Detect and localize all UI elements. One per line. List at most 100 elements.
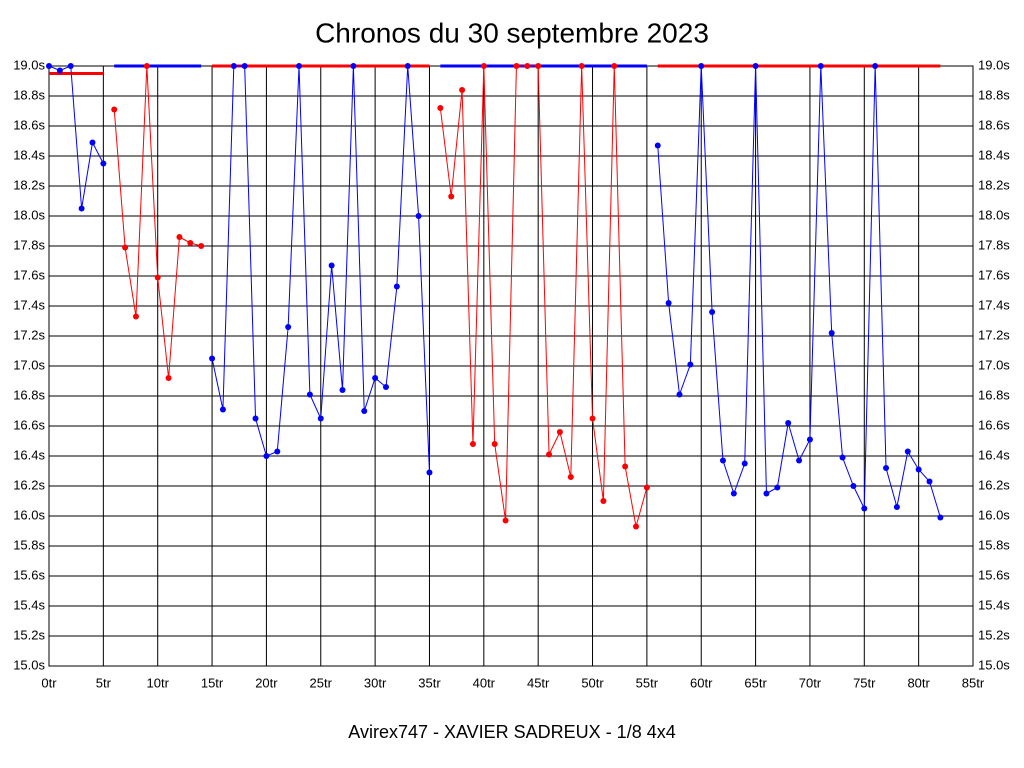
x-tick-label: 25tr bbox=[310, 675, 333, 690]
y-tick-label: 15.8s bbox=[13, 537, 45, 552]
data-point bbox=[274, 448, 281, 455]
data-point bbox=[328, 262, 335, 269]
y-tick-label: 18.0s bbox=[13, 207, 45, 222]
data-point bbox=[154, 274, 161, 281]
data-point bbox=[317, 415, 324, 422]
y2-tick-label: 16.0s bbox=[978, 507, 1010, 522]
y2-tick-label: 17.8s bbox=[978, 237, 1010, 252]
data-point bbox=[372, 375, 379, 381]
x-tick-label: 30tr bbox=[364, 675, 387, 690]
x-tick-label: 0tr bbox=[41, 675, 57, 690]
y2-tick-label: 18.4s bbox=[978, 147, 1010, 162]
data-point bbox=[252, 415, 259, 422]
y-tick-label: 15.2s bbox=[13, 627, 45, 642]
data-point bbox=[752, 63, 759, 69]
data-point bbox=[589, 415, 596, 422]
y2-tick-label: 15.6s bbox=[978, 567, 1010, 582]
data-point bbox=[100, 160, 107, 167]
data-point bbox=[915, 466, 922, 473]
y-tick-label: 17.6s bbox=[13, 267, 45, 282]
x-tick-label: 5tr bbox=[96, 675, 112, 690]
data-point bbox=[893, 504, 900, 510]
data-point bbox=[67, 63, 74, 69]
x-tick-label: 40tr bbox=[473, 675, 496, 690]
x-tick-label: 70tr bbox=[799, 675, 822, 690]
x-tick-label: 45tr bbox=[527, 675, 550, 690]
data-point bbox=[741, 460, 748, 467]
data-point bbox=[89, 139, 96, 146]
data-point bbox=[46, 63, 52, 69]
data-point bbox=[546, 451, 553, 458]
y2-tick-label: 16.6s bbox=[978, 417, 1010, 432]
data-point bbox=[698, 63, 705, 69]
data-point bbox=[480, 63, 487, 69]
data-point bbox=[839, 454, 846, 461]
y-tick-label: 16.2s bbox=[13, 477, 45, 492]
data-point bbox=[187, 240, 194, 246]
data-point bbox=[567, 474, 574, 480]
data-point bbox=[643, 484, 650, 491]
x-tick-label: 65tr bbox=[744, 675, 767, 690]
data-point bbox=[817, 63, 824, 69]
y-tick-label: 17.4s bbox=[13, 297, 45, 312]
data-point bbox=[611, 63, 618, 69]
data-point bbox=[926, 478, 933, 485]
y-tick-label: 18.6s bbox=[13, 117, 45, 132]
x-tick-label: 60tr bbox=[690, 675, 713, 690]
x-tick-label: 15tr bbox=[201, 675, 224, 690]
x-tick-label: 55tr bbox=[636, 675, 659, 690]
data-point bbox=[763, 490, 770, 497]
data-point bbox=[709, 309, 716, 315]
data-point bbox=[676, 391, 683, 398]
y-tick-label: 19.0s bbox=[13, 57, 45, 72]
y2-tick-label: 18.6s bbox=[978, 117, 1010, 132]
data-point bbox=[437, 105, 444, 111]
data-point bbox=[502, 517, 509, 524]
y2-tick-label: 18.0s bbox=[978, 207, 1010, 222]
chart-title: Chronos du 30 septembre 2023 bbox=[315, 17, 709, 48]
data-point bbox=[556, 429, 563, 435]
y2-tick-label: 18.2s bbox=[978, 177, 1010, 192]
y-tick-label: 15.4s bbox=[13, 597, 45, 612]
data-point bbox=[230, 63, 237, 69]
data-point bbox=[687, 361, 694, 368]
data-point bbox=[491, 441, 498, 447]
data-point bbox=[143, 63, 150, 69]
y2-tick-label: 17.4s bbox=[978, 297, 1010, 312]
data-point bbox=[524, 63, 531, 69]
data-point bbox=[361, 408, 368, 414]
y-tick-label: 15.6s bbox=[13, 567, 45, 582]
data-point bbox=[719, 457, 726, 464]
data-point bbox=[122, 244, 129, 251]
y-tick-label: 15.0s bbox=[13, 657, 45, 672]
data-point bbox=[633, 523, 640, 530]
data-point bbox=[774, 484, 781, 491]
data-point bbox=[111, 106, 118, 113]
y-tick-label: 16.6s bbox=[13, 417, 45, 432]
data-point bbox=[904, 448, 911, 455]
data-point bbox=[209, 355, 216, 362]
y2-tick-label: 17.6s bbox=[978, 267, 1010, 282]
data-point bbox=[828, 330, 835, 336]
x-tick-label: 85tr bbox=[962, 675, 985, 690]
data-point bbox=[165, 375, 172, 381]
data-point bbox=[404, 63, 411, 69]
y2-tick-label: 16.2s bbox=[978, 477, 1010, 492]
data-point bbox=[459, 87, 466, 93]
y2-tick-label: 15.8s bbox=[978, 537, 1010, 552]
data-point bbox=[796, 457, 803, 464]
y2-tick-label: 16.4s bbox=[978, 447, 1010, 462]
y-tick-label: 17.0s bbox=[13, 357, 45, 372]
data-point bbox=[350, 63, 357, 69]
data-point bbox=[339, 387, 346, 393]
y2-tick-label: 17.0s bbox=[978, 357, 1010, 372]
x-tick-label: 75tr bbox=[853, 675, 876, 690]
data-point bbox=[513, 63, 520, 69]
data-point bbox=[426, 469, 433, 476]
y2-tick-label: 15.2s bbox=[978, 627, 1010, 642]
data-point bbox=[78, 205, 85, 212]
data-point bbox=[198, 243, 205, 249]
data-point bbox=[622, 463, 629, 470]
y-tick-label: 18.8s bbox=[13, 87, 45, 102]
x-axis-label: Avirex747 - XAVIER SADREUX - 1/8 4x4 bbox=[348, 722, 675, 742]
